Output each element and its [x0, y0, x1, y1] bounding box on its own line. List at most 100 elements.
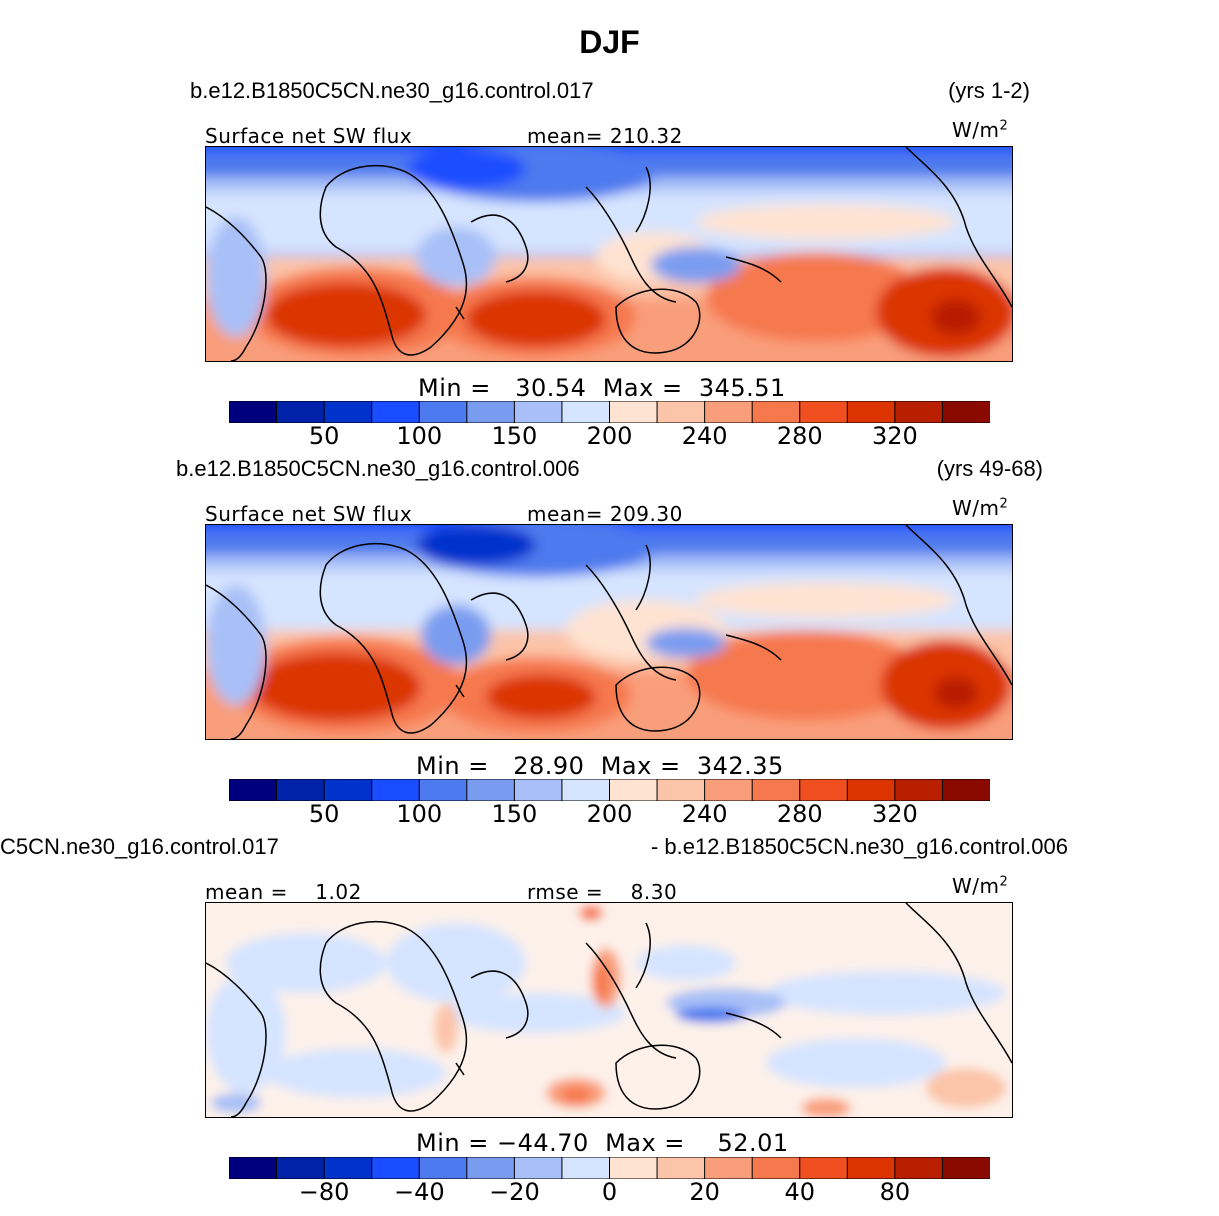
colorbar-bin — [323, 779, 373, 801]
colorbar-bin — [894, 779, 944, 801]
colorbar-bin — [229, 779, 278, 801]
panel2-field — [206, 525, 1012, 739]
colorbar-bin — [704, 1157, 754, 1179]
panel3-units-exp: 2 — [999, 874, 1009, 890]
panel3-min-label: Min = — [416, 1129, 489, 1157]
colorbar-tick-label: 40 — [784, 1178, 816, 1206]
colorbar-tick-label: 50 — [308, 422, 340, 450]
colorbar-tick-label: 200 — [586, 422, 633, 450]
panel2-mean: mean= 209.30 — [527, 502, 683, 526]
panel2-minmax: Min = 28.90 Max = 342.35 — [416, 752, 784, 780]
colorbar-tick-label: 200 — [586, 800, 633, 828]
panel2-max-label: Max = — [600, 752, 681, 780]
panel2-units-exp: 2 — [999, 496, 1009, 512]
panel1-colorbar — [229, 401, 990, 423]
panel2-variable-label: Surface net SW flux — [205, 502, 413, 526]
colorbar-bin — [751, 401, 801, 423]
panel3-map — [205, 902, 1013, 1118]
panel2-case-name: b.e12.B1850C5CN.ne30_g16.control.006 — [176, 456, 580, 481]
panel3-mean-label: mean = — [205, 880, 288, 904]
colorbar-bin — [609, 1157, 659, 1179]
colorbar-tick-label: −80 — [298, 1178, 350, 1206]
colorbar-bin — [894, 401, 944, 423]
colorbar-bin — [941, 779, 990, 801]
figure-title: DJF — [579, 24, 640, 60]
colorbar-bin — [323, 1157, 373, 1179]
colorbar-bin — [371, 1157, 421, 1179]
panel2-min-label: Min = — [416, 752, 489, 780]
colorbar-tick-label: −20 — [489, 1178, 540, 1206]
colorbar-bin — [704, 401, 754, 423]
panel1-min-label: Min = — [418, 374, 491, 402]
panel2-mean-label: mean= — [527, 502, 603, 526]
colorbar-tick-label: 80 — [879, 1178, 911, 1206]
panel3-case-right: - b.e12.B1850C5CN.ne30_g16.control.006 — [650, 834, 1068, 859]
panel3-case-left: C5CN.ne30_g16.control.017 — [0, 834, 279, 859]
panel3-minmax: Min = −44.70 Max = 52.01 — [416, 1129, 789, 1157]
colorbar-bin — [751, 779, 801, 801]
colorbar-bin — [276, 779, 326, 801]
panel2-colorbar — [229, 779, 990, 801]
panel1-variable-label: Surface net SW flux — [205, 124, 413, 148]
colorbar-bin — [561, 779, 611, 801]
panel3-units-label: W/m — [952, 874, 1000, 898]
colorbar-bin — [418, 779, 468, 801]
colorbar-tick-label: 280 — [776, 800, 823, 828]
colorbar-bin — [276, 401, 326, 423]
panel3-rmse-label: rmse = — [527, 880, 604, 904]
panel3-units: W/m2 — [952, 874, 1008, 898]
colorbar-bin — [418, 1157, 468, 1179]
colorbar-tick-label: 150 — [491, 800, 538, 828]
colorbar-bin — [371, 401, 421, 423]
colorbar-tick-label: 240 — [681, 422, 728, 450]
colorbar-bin — [371, 779, 421, 801]
colorbar-bin — [799, 779, 849, 801]
panel1-mean-value: 210.32 — [609, 124, 683, 148]
panel1-max-value: 345.51 — [698, 374, 786, 402]
colorbar-tick-label: 320 — [871, 422, 918, 450]
colorbar-bin — [846, 1157, 896, 1179]
panel3-min-value: −44.70 — [496, 1129, 589, 1157]
colorbar-bin — [941, 1157, 990, 1179]
colorbar-bin — [609, 401, 659, 423]
colorbar-tick-label: −40 — [393, 1178, 445, 1206]
panel2-min-value: 28.90 — [513, 752, 585, 780]
colorbar-bin — [229, 401, 278, 423]
panel3-max-value: 52.01 — [717, 1129, 789, 1157]
panel2-map — [205, 524, 1013, 740]
panel3-mean-value: 1.02 — [315, 880, 362, 904]
panel1-coastlines — [206, 147, 1012, 361]
panel1-map — [205, 146, 1013, 362]
panel2-units-label: W/m — [952, 496, 1000, 520]
colorbar-tick-label: 0 — [601, 1178, 618, 1206]
colorbar-tick-label: 20 — [689, 1178, 720, 1206]
colorbar-bin — [799, 1157, 849, 1179]
colorbar-bin — [229, 1157, 278, 1179]
colorbar-tick-label: 240 — [681, 800, 728, 828]
panel3-max-label: Max = — [605, 1129, 685, 1157]
colorbar-bin — [418, 401, 468, 423]
colorbar-tick-label: 50 — [308, 800, 340, 828]
colorbar-tick-label: 150 — [491, 422, 538, 450]
colorbar-tick-label: 280 — [776, 422, 823, 450]
colorbar-bin — [276, 1157, 326, 1179]
panel2-max-value: 342.35 — [696, 752, 784, 780]
panel1-min-value: 30.54 — [515, 374, 587, 402]
panel3-colorbar — [229, 1157, 990, 1179]
colorbar-bin — [799, 401, 849, 423]
panel1-max-label: Max = — [602, 374, 683, 402]
colorbar-bin — [609, 779, 659, 801]
colorbar-bin — [656, 779, 706, 801]
panel3-rmse-value: 8.30 — [630, 880, 678, 904]
panel1-minmax: Min = 30.54 Max = 345.51 — [418, 374, 786, 402]
colorbar-bin — [323, 401, 373, 423]
panel3-rmse: rmse = 8.30 — [527, 880, 677, 904]
panel1-mean: mean= 210.32 — [527, 124, 683, 148]
colorbar-bin — [513, 1157, 563, 1179]
panel1-units-exp: 2 — [999, 118, 1009, 134]
colorbar-bin — [466, 779, 516, 801]
colorbar-bin — [751, 1157, 801, 1179]
colorbar-bin — [466, 401, 516, 423]
panel3-field — [206, 903, 1012, 1117]
colorbar-bin — [656, 1157, 706, 1179]
